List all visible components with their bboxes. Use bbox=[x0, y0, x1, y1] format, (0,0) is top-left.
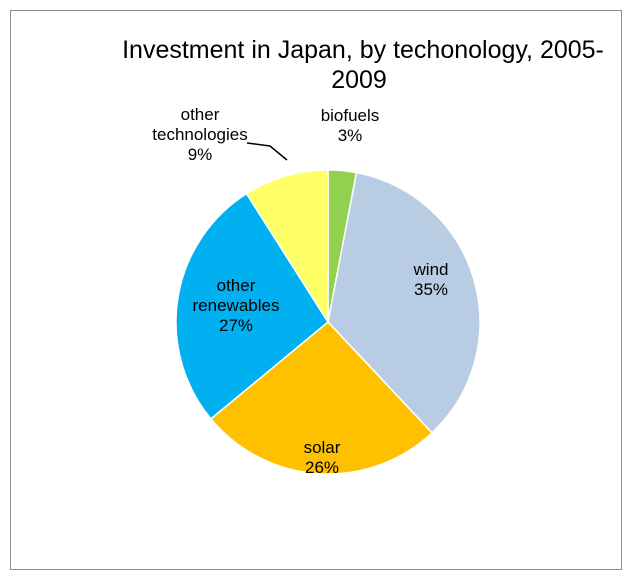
slice-value-other-technologies: 9% bbox=[188, 145, 213, 164]
slice-value-biofuels: 3% bbox=[338, 126, 363, 145]
slice-label-solar: solar 26% bbox=[304, 438, 341, 477]
slice-labels: biofuels 3% wind 35% solar 26% other renewables… bbox=[152, 105, 448, 477]
chart-title-line-2: 2009 bbox=[331, 66, 387, 94]
slice-label-biofuels: biofuels 3% bbox=[321, 106, 380, 145]
slice-label-wind: wind 35% bbox=[413, 260, 449, 299]
slice-value-solar: 26% bbox=[305, 458, 339, 477]
leader-line-other-technologies bbox=[246, 142, 288, 161]
chart-title: Investment in Japan, by techonology, 200… bbox=[122, 36, 604, 94]
slice-label-other-renewables: other renewables 27% bbox=[193, 276, 280, 335]
pie-slice-other-renewables bbox=[175, 192, 329, 420]
pie-slice-wind bbox=[327, 171, 481, 434]
chart-title-line-1: Investment in Japan, by techonology, 200… bbox=[122, 36, 604, 64]
pie-slices bbox=[175, 169, 481, 475]
pie-slice-solar bbox=[209, 320, 434, 475]
slice-value-wind: 35% bbox=[414, 280, 448, 299]
pie-chart: Investment in Japan, by techonology, 200… bbox=[122, 36, 604, 477]
pie-slice-other-technologies bbox=[245, 169, 329, 325]
slice-label-other-technologies: other technologies 9% bbox=[152, 105, 247, 164]
slice-value-other-renewables: 27% bbox=[219, 316, 253, 335]
